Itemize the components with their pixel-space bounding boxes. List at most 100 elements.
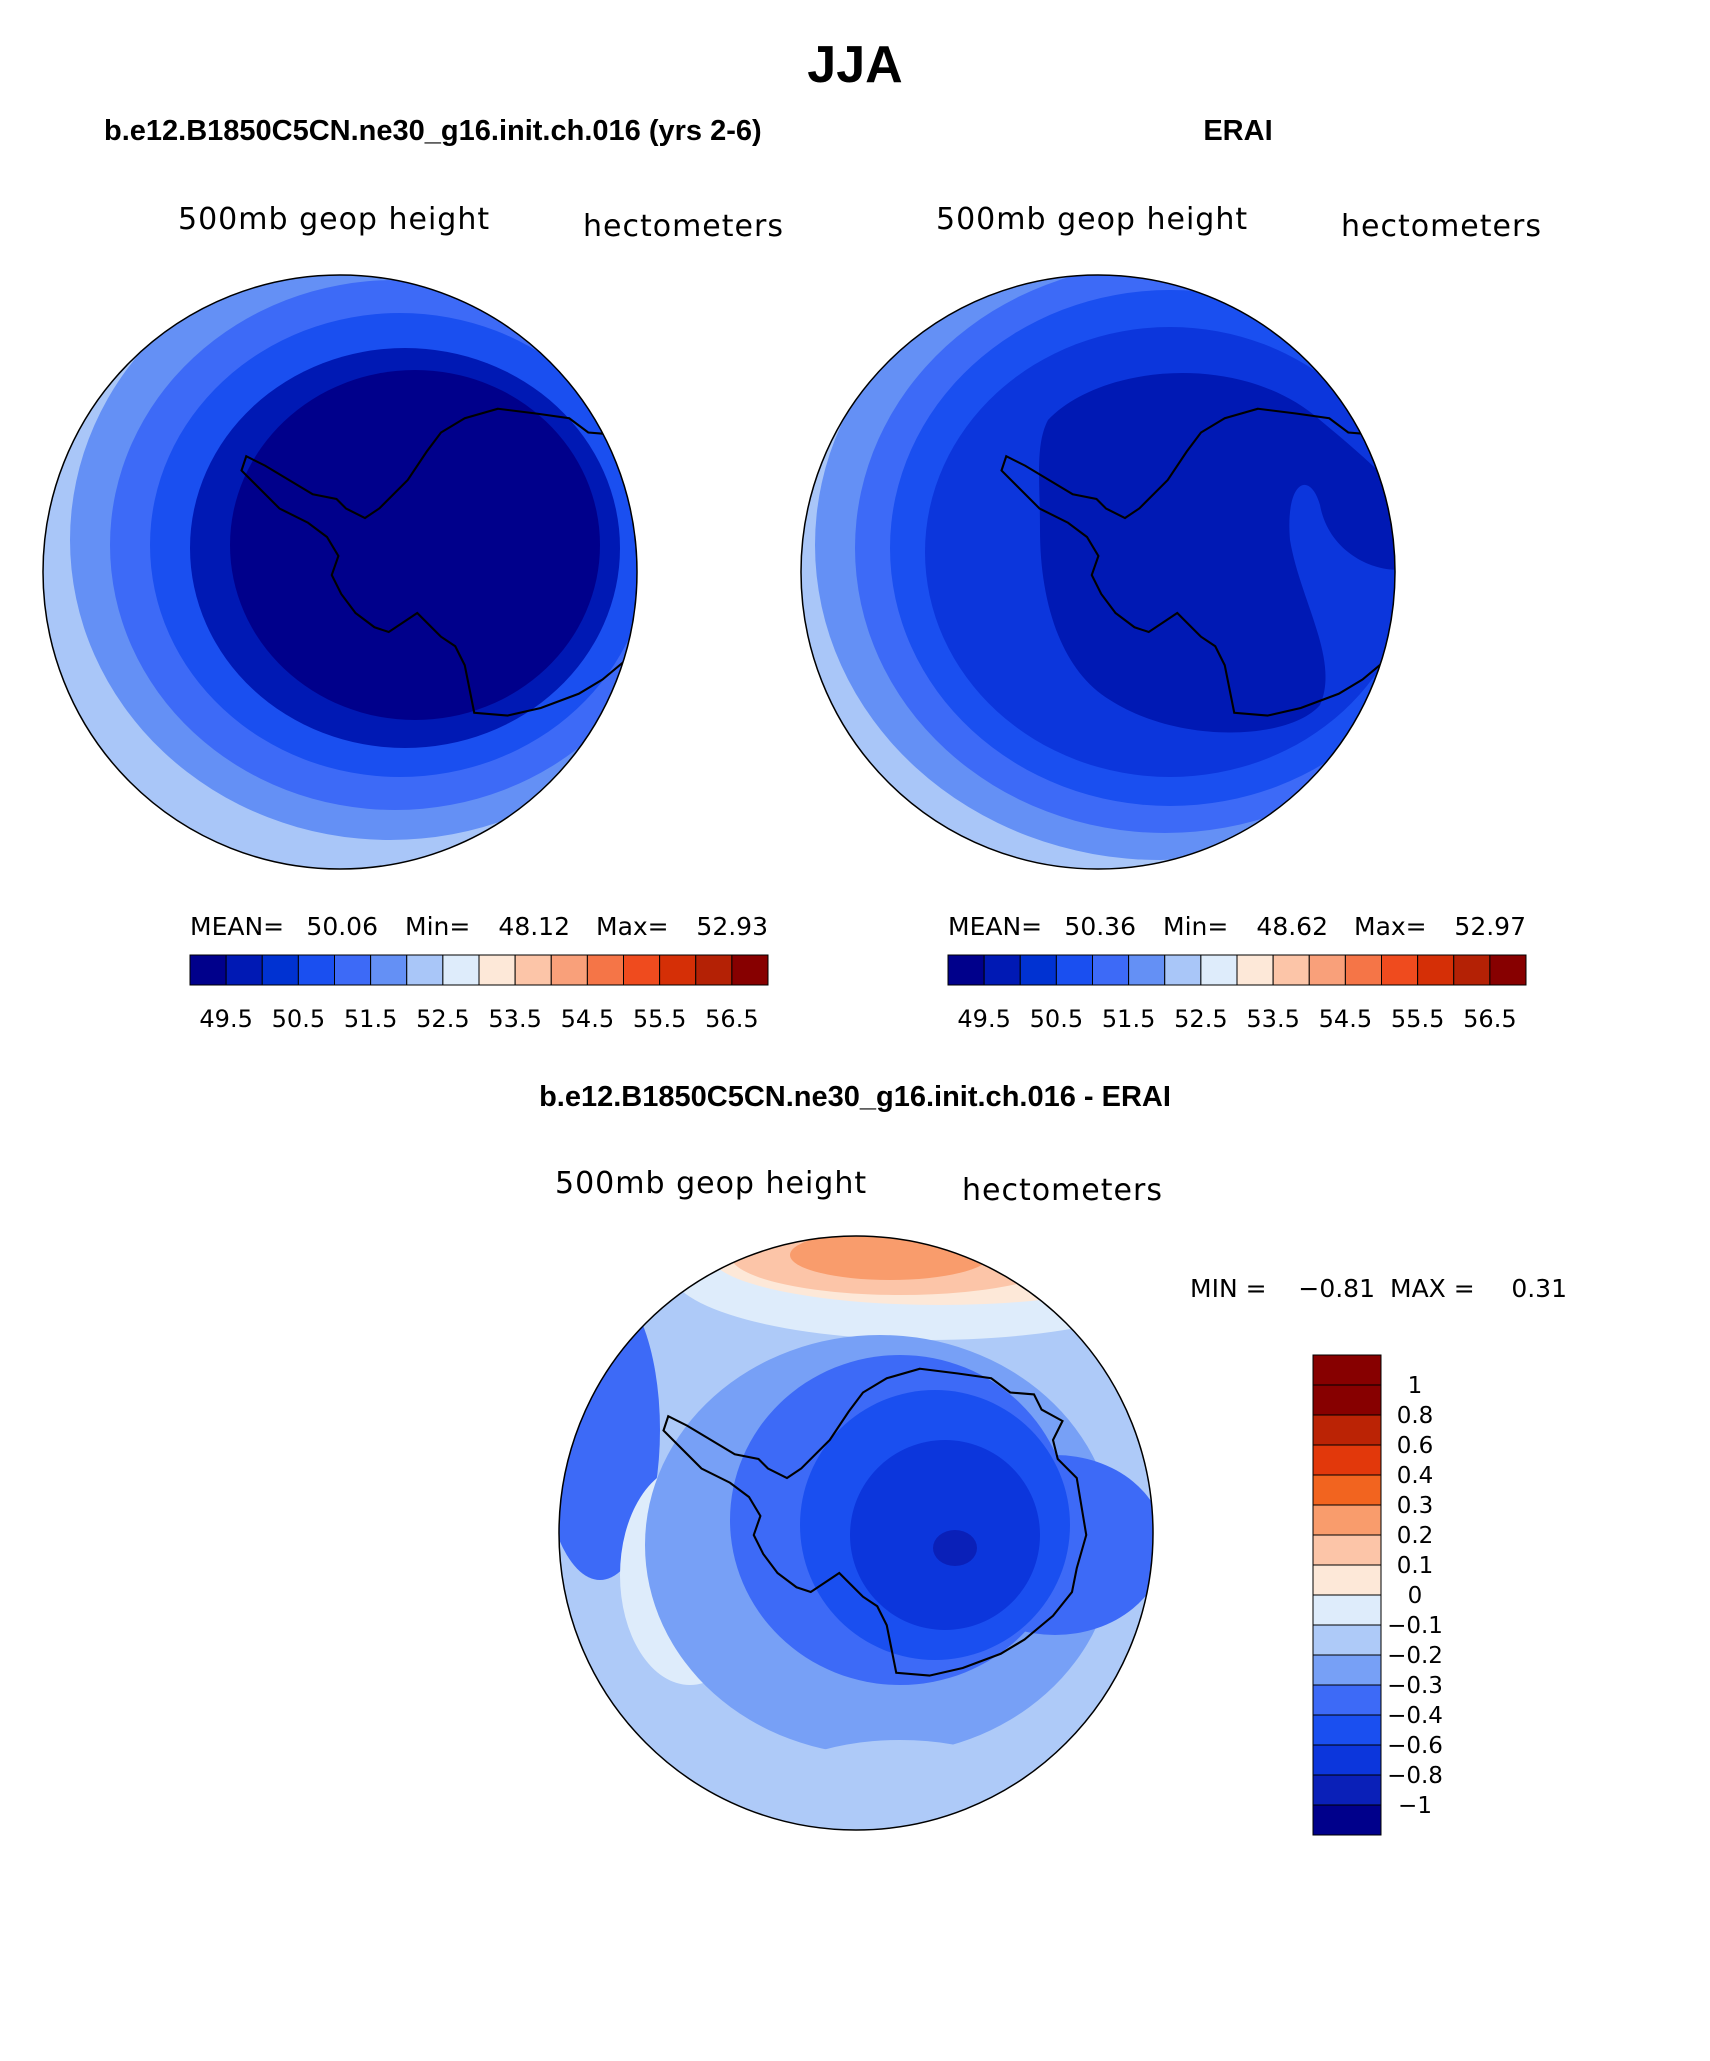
panel-erai-stats: MEAN= 50.36 Min= 48.62 Max= 52.97 (948, 912, 1526, 941)
panel-model-max-label: Max= (596, 912, 669, 941)
panel-model-colorbar-box (623, 954, 661, 986)
panel-diff-colorbar-box (1312, 1594, 1382, 1626)
panel-erai-mean-label: MEAN= (948, 912, 1042, 941)
panel-diff-right-label: hectometers (962, 1173, 1163, 1208)
panel-model-colorbar-tick-label: 53.5 (488, 1005, 541, 1033)
panel-diff-colorbar-box (1312, 1714, 1382, 1746)
panel-erai-map-border (800, 274, 1396, 870)
panel-diff-colorbar-tick-label: −0.1 (1387, 1613, 1443, 1639)
panel-diff-max-label: MAX = (1390, 1274, 1475, 1303)
panel-diff-colorbar-box (1312, 1624, 1382, 1656)
panel-model-colorbar-tick-label: 50.5 (272, 1005, 325, 1033)
panel-model-colorbar-tick-label: 54.5 (561, 1005, 614, 1033)
panel-model-min-label: Min= (405, 912, 470, 941)
panel-erai-colorbar: 49.5 50.5 51.5 52.5 53.5 54.5 55.5 56.5 (947, 954, 1527, 1033)
panel-model-colorbar-box (550, 954, 588, 986)
panel-erai-colorbar-box (1417, 954, 1455, 986)
panel-model-right-label: hectometers (583, 209, 784, 244)
panel-model-min-value: 48.12 (498, 912, 570, 941)
panel-diff-min-value: −0.81 (1298, 1274, 1375, 1303)
panel-diff-colorbar-box (1312, 1804, 1382, 1836)
panel-diff-colorbar-tick-label: −0.4 (1387, 1703, 1443, 1729)
panel-erai-max-value: 52.97 (1454, 912, 1526, 941)
panel-erai-colorbar-box (1092, 954, 1130, 986)
panel-model-colorbar-tick-label: 55.5 (633, 1005, 686, 1033)
panel-model-max-value: 52.93 (696, 912, 768, 941)
panel-erai-min-label: Min= (1163, 912, 1228, 941)
panel-erai-colorbar-tick-label: 55.5 (1391, 1005, 1444, 1033)
panel-erai-colorbar-tick-label: 54.5 (1319, 1005, 1372, 1033)
panel-diff-colorbar-box (1312, 1414, 1382, 1446)
panel-erai-colorbar-box (1200, 954, 1238, 986)
panel-diff-colorbar-tick-label: −0.8 (1387, 1763, 1443, 1789)
panel-model-colorbar: 49.5 50.5 51.5 52.5 53.5 54.5 55.5 56.5 (189, 954, 769, 1033)
panel-model-colorbar-tick-label: 49.5 (199, 1005, 252, 1033)
panel-diff-colorbar-tick-label: 0.8 (1397, 1403, 1434, 1429)
panel-diff-colorbar-box (1312, 1474, 1382, 1506)
panel-diff-stats: MIN = −0.81 MAX = 0.31 (1190, 1274, 1567, 1303)
panel-erai-colorbar-box (1489, 954, 1527, 986)
panel-model-colorbar-box (370, 954, 408, 986)
panel-model-colorbar-box (478, 954, 516, 986)
panel-model-map (43, 275, 637, 869)
panel-erai-colorbar-box (947, 954, 985, 986)
panel-erai-colorbar-box (1453, 954, 1491, 986)
panel-erai-colorbar-tick-label: 50.5 (1030, 1005, 1083, 1033)
panel-model-colorbar-box (225, 954, 263, 986)
panel-diff-colorbar-box (1312, 1774, 1382, 1806)
panel-diff-colorbar-tick-label: 0.4 (1397, 1463, 1434, 1489)
panel-diff-colorbar-box (1312, 1564, 1382, 1596)
panel-diff-colorbar: 1 0.8 0.6 0.4 0.3 0.2 0.1 0 −0.1 −0.2 −0.3 −0.4 −0.6… (1312, 1354, 1443, 1836)
panel-erai-colorbar-box (1164, 954, 1202, 986)
panel-model-colorbar-box (442, 954, 480, 986)
panel-diff-map-border (558, 1235, 1154, 1831)
panel-diff-colorbar-tick-label: −0.6 (1387, 1733, 1443, 1759)
panel-model-colorbar-box (406, 954, 444, 986)
panel-model-colorbar-tick-label: 56.5 (705, 1005, 758, 1033)
panel-diff-colorbar-box (1312, 1444, 1382, 1476)
panel-model-colorbar-box (261, 954, 299, 986)
panel-diff-colorbar-tick-label: 0.6 (1397, 1433, 1434, 1459)
panel-diff-colorbar-tick-label: 0.1 (1397, 1553, 1434, 1579)
panel-erai-title: ERAI (1203, 115, 1272, 147)
panel-diff-map (559, 1236, 1153, 1830)
panel-model-stats: MEAN= 50.06 Min= 48.12 Max= 52.93 (190, 912, 768, 941)
panel-erai: ERAI 500mb geop height hectometers MEAN=… (800, 115, 1542, 1033)
panel-diff-colorbar-tick-label: 0.3 (1397, 1493, 1434, 1519)
panel-model-left-label: 500mb geop height (178, 202, 490, 237)
panel-diff-colorbar-tick-label: 0.2 (1397, 1523, 1434, 1549)
panel-erai-colorbar-box (983, 954, 1021, 986)
panel-erai-colorbar-tick-label: 49.5 (957, 1005, 1010, 1033)
panel-erai-colorbar-tick-label: 52.5 (1174, 1005, 1227, 1033)
panel-diff-colorbar-box (1312, 1504, 1382, 1536)
panel-diff-colorbar-box (1312, 1744, 1382, 1776)
panel-model-colorbar-box (189, 954, 227, 986)
panel-diff-colorbar-box (1312, 1654, 1382, 1686)
panel-diff-title: b.e12.B1850C5CN.ne30_g16.init.ch.016 - E… (539, 1081, 1171, 1113)
panel-model-colorbar-box (334, 954, 372, 986)
panel-erai-right-label: hectometers (1341, 209, 1542, 244)
panel-model-colorbar-box (659, 954, 697, 986)
panel-erai-colorbar-box (1308, 954, 1346, 986)
panel-erai-colorbar-box (1128, 954, 1166, 986)
panel-erai-colorbar-box (1381, 954, 1419, 986)
panel-erai-mean-value: 50.36 (1064, 912, 1136, 941)
panel-erai-colorbar-box (1272, 954, 1310, 986)
panel-erai-colorbar-tick-label: 51.5 (1102, 1005, 1155, 1033)
panel-diff-colorbar-box (1312, 1384, 1382, 1416)
panel-diff-colorbar-tick-label: 0 (1408, 1583, 1423, 1609)
panel-model-colorbar-box (297, 954, 335, 986)
panel-erai-colorbar-box (1236, 954, 1274, 986)
panel-diff-colorbar-tick-label: −1 (1398, 1793, 1432, 1819)
panel-diff-left-label: 500mb geop height (555, 1166, 867, 1201)
panel-erai-left-label: 500mb geop height (936, 202, 1248, 237)
figure-title: JJA (807, 36, 902, 94)
panel-diff-colorbar-tick-label: −0.3 (1387, 1673, 1443, 1699)
panel-diff-colorbar-tick-label: −0.2 (1387, 1643, 1443, 1669)
panel-diff-colorbar-box (1312, 1534, 1382, 1566)
panel-model-colorbar-box (695, 954, 733, 986)
panel-model-mean-value: 50.06 (306, 912, 378, 941)
panel-erai-max-label: Max= (1354, 912, 1427, 941)
panel-model-colorbar-box (514, 954, 552, 986)
